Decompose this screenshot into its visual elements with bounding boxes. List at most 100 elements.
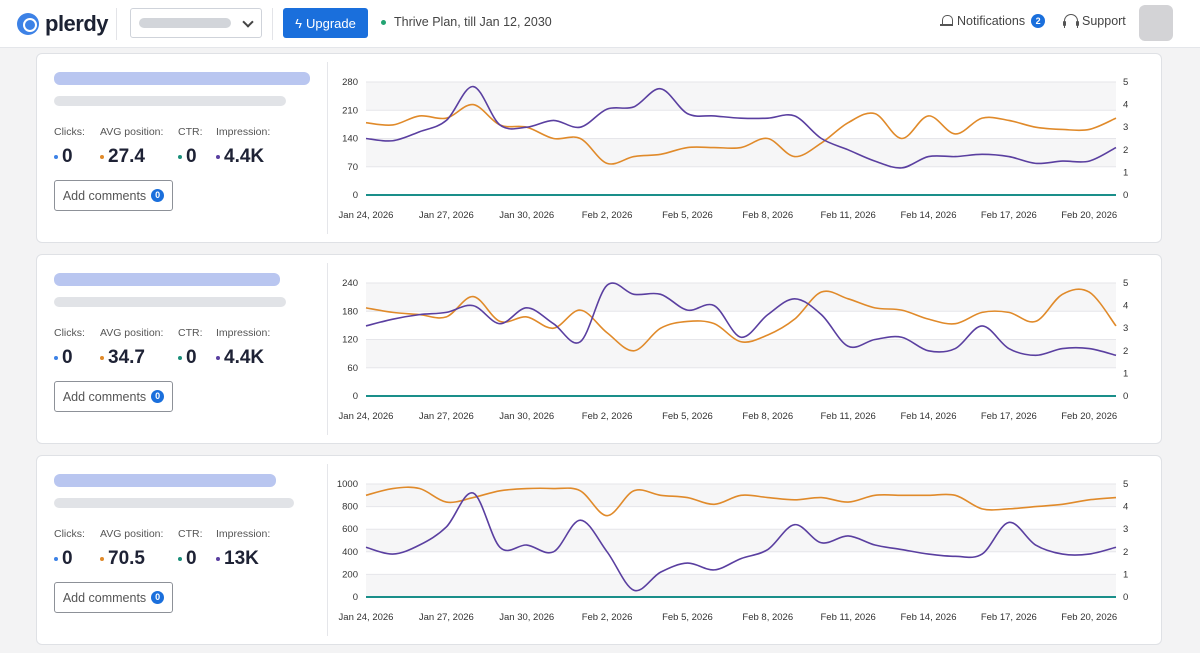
grid-band: [366, 506, 1116, 530]
y-axis-right-tick: 0: [1123, 592, 1128, 603]
x-axis-tick: Feb 11, 2026: [820, 612, 875, 623]
grid-band: [366, 551, 1116, 575]
legend-dot-icon: [216, 356, 220, 360]
upgrade-button[interactable]: ϟ Upgrade: [283, 8, 368, 38]
legend-dot-icon: [54, 155, 58, 159]
series-line: [365, 85, 1117, 169]
add-comments-button[interactable]: Add comments 0: [54, 381, 173, 412]
legend-dot-icon: [216, 557, 220, 561]
performance-chart[interactable]: 1000 800 600 400 200 0 5 4 3 2 1 0 Jan 24, 2026 Jan 2…: [330, 464, 1150, 636]
grid-band: [366, 311, 1116, 340]
metric-value: 0: [178, 146, 216, 168]
plan-status: Thrive Plan, till Jan 12, 2030: [381, 15, 552, 29]
headset-icon: [1063, 14, 1079, 28]
x-axis-tick: Jan 24, 2026: [339, 411, 394, 422]
y-axis-right-tick: 5: [1123, 77, 1128, 88]
y-axis-left-tick: 180: [342, 306, 358, 317]
y-axis-right-tick: 4: [1123, 100, 1128, 111]
metric-value-text: 0: [62, 548, 73, 569]
series-line: [365, 492, 1117, 592]
y-axis-right-tick: 4: [1123, 502, 1128, 513]
legend-dot-icon: [178, 356, 182, 360]
y-axis-right-tick: 1: [1123, 167, 1128, 178]
metric-value-text: 4.4K: [224, 347, 265, 368]
x-axis-tick: Feb 20, 2026: [1061, 612, 1117, 623]
chart-divider: [327, 263, 328, 435]
metric-value-text: 4.4K: [224, 146, 265, 167]
page-title-blurred[interactable]: [54, 474, 276, 487]
x-axis-tick: Feb 2, 2026: [582, 612, 633, 623]
legend-dot-icon: [100, 155, 104, 159]
legend-dot-icon: [54, 557, 58, 561]
header-divider: [272, 8, 273, 40]
y-axis-left-tick: 60: [347, 363, 358, 374]
metric-value-text: 13K: [224, 548, 259, 569]
y-axis-left-tick: 240: [342, 278, 358, 289]
metric-label: Impression:: [216, 126, 271, 138]
notifications-link[interactable]: Notifications 2: [940, 14, 1046, 28]
x-axis-tick: Jan 27, 2026: [419, 411, 474, 422]
page-title-blurred[interactable]: [54, 273, 280, 286]
plan-text: Thrive Plan, till Jan 12, 2030: [394, 15, 552, 29]
metric-value: 4.4K: [216, 146, 276, 168]
grid-band: [366, 529, 1116, 552]
y-axis-left-tick: 280: [342, 77, 358, 88]
y-axis-left-tick: 800: [342, 502, 358, 513]
x-axis-tick: Feb 8, 2026: [742, 411, 793, 422]
metric-label: Clicks:: [54, 528, 85, 540]
metric-value: 4.4K: [216, 347, 276, 369]
plerdy-logo-icon: [17, 13, 39, 35]
metric-label: CTR:: [178, 327, 203, 339]
grid-band: [366, 574, 1116, 597]
page-card: Clicks: 0 AVG position: 34.7 CTR: 0 Impr…: [36, 254, 1162, 444]
grid-band: [366, 138, 1116, 167]
comments-count-badge: 0: [151, 591, 165, 604]
metric: CTR: 0: [178, 327, 216, 369]
series-line: [365, 486, 1117, 517]
y-axis-left-tick: 210: [342, 105, 358, 116]
y-axis-left-tick: 120: [342, 335, 358, 346]
project-select[interactable]: [130, 8, 262, 38]
x-axis-tick: Feb 11, 2026: [820, 411, 875, 422]
performance-chart[interactable]: 240 180 120 60 0 5 4 3 2 1 0 Jan 24, 2026 Jan 27, 20…: [330, 263, 1150, 435]
lightning-icon: ϟ: [295, 15, 302, 31]
add-comments-button[interactable]: Add comments 0: [54, 582, 173, 613]
metric: CTR: 0: [178, 528, 216, 570]
logo[interactable]: plerdy: [17, 11, 109, 37]
top-bar: plerdy ϟ Upgrade Thrive Plan, till Jan 1…: [0, 0, 1200, 48]
metric-label: CTR:: [178, 126, 203, 138]
series-line: [365, 103, 1117, 165]
metric-label: AVG position:: [100, 528, 164, 540]
metric-value-text: 0: [186, 548, 197, 569]
user-avatar[interactable]: [1139, 5, 1173, 41]
add-comments-button[interactable]: Add comments 0: [54, 180, 173, 211]
series-line: [365, 282, 1117, 357]
metric-value: 0: [54, 548, 100, 570]
x-axis-tick: Feb 5, 2026: [662, 210, 713, 221]
page-card: Clicks: 0 AVG position: 27.4 CTR: 0 Impr…: [36, 53, 1162, 243]
metric: Clicks: 0: [54, 327, 100, 369]
x-axis-tick: Feb 5, 2026: [662, 411, 713, 422]
metric-value-text: 0: [186, 347, 197, 368]
x-axis-tick: Feb 20, 2026: [1061, 210, 1117, 221]
metric-value: 13K: [216, 548, 276, 570]
page-title-blurred[interactable]: [54, 72, 310, 85]
metric: AVG position: 34.7: [100, 327, 178, 369]
legend-dot-icon: [100, 557, 104, 561]
header-divider: [116, 8, 117, 40]
add-comments-label: Add comments: [62, 590, 147, 605]
x-axis-tick: Feb 5, 2026: [662, 612, 713, 623]
y-axis-right-tick: 0: [1123, 391, 1128, 402]
y-axis-left-tick: 1000: [337, 479, 358, 490]
x-axis-tick: Jan 27, 2026: [419, 612, 474, 623]
metric-value: 0: [54, 347, 100, 369]
metrics-row: Clicks: 0 AVG position: 70.5 CTR: 0 Impr…: [54, 528, 276, 570]
support-label: Support: [1082, 14, 1126, 28]
legend-dot-icon: [178, 155, 182, 159]
y-axis-left-tick: 0: [353, 391, 358, 402]
chart-divider: [327, 62, 328, 234]
y-axis-right-tick: 2: [1123, 547, 1128, 558]
support-link[interactable]: Support: [1063, 14, 1126, 28]
y-axis-right-tick: 1: [1123, 368, 1128, 379]
